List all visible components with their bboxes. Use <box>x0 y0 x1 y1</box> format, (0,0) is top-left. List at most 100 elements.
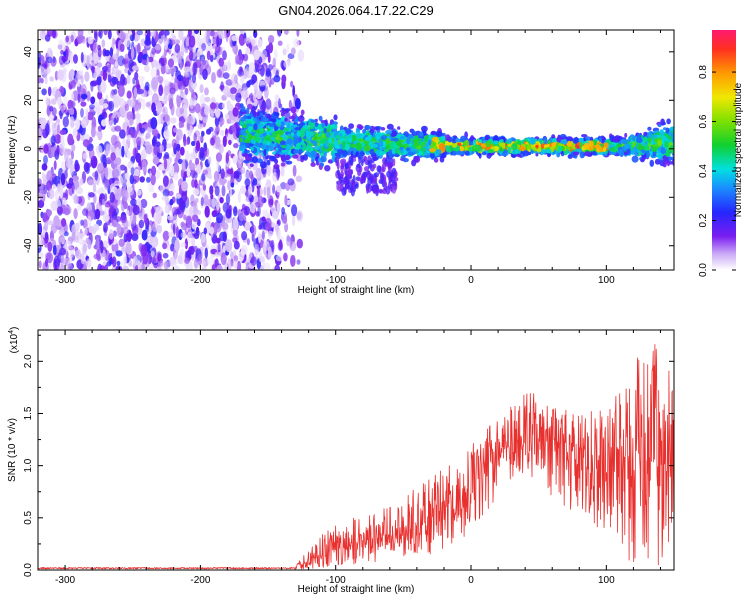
spectrogram-noise-mark <box>196 34 201 47</box>
spectrogram-noise-mark <box>262 49 268 61</box>
spectrogram-noise-mark <box>201 43 207 51</box>
spectrogram-noise-mark <box>38 127 43 141</box>
spectrogram-noise-mark <box>228 113 236 125</box>
spectrogram-noise-mark <box>153 212 159 223</box>
spectrogram-noise-mark <box>87 111 94 121</box>
chart-title: GN04.2026.064.17.22.C29 <box>278 3 433 18</box>
spectrogram-noise-mark <box>200 56 205 69</box>
spectrogram-noise-mark <box>286 43 290 54</box>
spectrogram-noise-mark <box>237 68 245 77</box>
spectrogram-noise-mark <box>104 179 110 190</box>
spectrogram-noise-mark <box>162 242 168 250</box>
spectrogram-signal-mark <box>535 152 539 157</box>
spectrogram-noise-mark <box>168 232 175 238</box>
spectrogram-signal-mark <box>364 125 372 130</box>
spectrogram-noise-mark <box>69 246 75 258</box>
spectrogram-noise-mark <box>64 240 72 251</box>
spectrogram-noise-mark <box>164 152 170 160</box>
spectrogram-noise-mark <box>236 260 242 270</box>
spectrogram-noise-mark <box>69 68 75 78</box>
spectrogram-noise-mark <box>155 62 162 70</box>
spectrogram-noise-mark <box>283 252 288 262</box>
spectrogram-noise-mark <box>97 162 105 174</box>
spectrogram-noise-mark <box>132 204 140 216</box>
spectrogram-noise-mark <box>59 247 67 256</box>
spectrogram-noise-mark <box>62 116 69 128</box>
spectrogram-noise-mark <box>245 206 250 215</box>
spectrogram-noise-mark <box>244 221 250 231</box>
spectrogram-noise-mark <box>150 250 155 257</box>
spectrogram-noise-mark <box>204 247 208 259</box>
spectrogram-noise-mark <box>41 88 47 96</box>
spectrogram-noise-mark <box>242 87 248 100</box>
spectrogram-noise-mark <box>179 146 185 156</box>
spectrogram-noise-mark <box>296 30 300 37</box>
spectrogram-noise-mark <box>45 258 48 268</box>
spectrogram-noise-mark <box>175 193 182 199</box>
spectrogram-noise-mark <box>47 86 52 97</box>
spectrogram-noise-mark <box>81 244 88 254</box>
spectrogram-noise-mark <box>75 118 80 130</box>
spectrogram-noise-mark <box>199 84 204 94</box>
spectrogram-noise-mark <box>140 38 146 47</box>
spectrogram-noise-mark <box>192 83 197 91</box>
spectrogram-noise-mark <box>211 72 216 84</box>
spectrogram-noise-mark <box>216 69 222 78</box>
spectrogram-noise-mark <box>190 153 195 160</box>
spectrogram-noise-mark <box>200 196 204 207</box>
spectrogram-noise-mark <box>59 129 66 135</box>
spectrogram-noise-mark <box>266 186 271 200</box>
spectrogram-noise-mark <box>225 208 232 219</box>
spectrogram-noise-mark <box>152 156 160 165</box>
spectrogram-noise-mark <box>267 53 271 63</box>
spectrogram-noise-mark <box>101 119 107 127</box>
spectrogram-noise-mark <box>173 171 179 181</box>
spectrogram-noise-mark <box>111 76 119 85</box>
spectrogram-noise-mark <box>124 143 128 153</box>
spectrogram-signal-mark <box>579 151 585 159</box>
spectrogram-noise-mark <box>104 49 111 57</box>
spectrogram-noise-mark <box>137 97 143 103</box>
spectrogram-noise-mark <box>255 167 262 179</box>
spectrogram-noise-mark <box>232 155 238 164</box>
spectrogram-noise-mark <box>284 194 288 206</box>
spectrogram-noise-mark <box>206 50 211 61</box>
spectrogram-noise-mark <box>87 36 94 45</box>
spectrogram-noise-mark <box>84 71 90 82</box>
spectrogram-noise-mark <box>43 144 49 154</box>
spectrogram-noise-mark <box>164 125 169 137</box>
spectrogram-noise-mark <box>228 139 232 146</box>
spectrogram-noise-mark <box>123 254 127 267</box>
spectrogram-noise-mark <box>219 129 225 137</box>
spectrogram-noise-mark <box>70 80 76 89</box>
spectrogram-noise-mark <box>147 30 151 39</box>
spectrogram-noise-mark <box>158 38 163 45</box>
spectrogram-noise-mark <box>53 215 60 227</box>
spectrogram-noise-mark <box>145 144 153 155</box>
spectrogram-noise-mark <box>220 81 224 92</box>
spectrogram-signal-mark <box>610 151 616 155</box>
spectrogram-signal-mark <box>591 151 597 155</box>
spectrogram-noise-mark <box>274 223 280 232</box>
spectrogram-noise-mark <box>294 98 301 110</box>
spectrogram-noise-mark <box>143 213 148 224</box>
spectrogram-noise-mark <box>97 91 103 100</box>
spectrogram-noise-mark <box>243 53 249 62</box>
spectrogram-noise-mark <box>261 216 266 222</box>
spectrogram-noise-mark <box>58 147 63 155</box>
spectrogram-noise-mark <box>103 30 108 36</box>
spectrogram-noise-mark <box>273 66 277 74</box>
spectrogram-noise-mark <box>118 238 125 247</box>
spectrogram-noise-mark <box>60 252 66 265</box>
spectrogram-noise-mark <box>136 136 142 146</box>
spectrogram-noise-mark <box>250 38 256 46</box>
spectrogram-noise-mark <box>116 80 122 86</box>
spectrogram-noise-mark <box>162 230 170 241</box>
spectrogram-noise-mark <box>151 256 156 265</box>
spectrogram-signal-mark <box>254 112 261 117</box>
spectrogram-noise-mark <box>58 229 65 236</box>
spectrogram-noise-mark <box>222 50 227 61</box>
spectrogram-signal-mark <box>414 155 421 163</box>
spectrogram-noise-mark <box>205 35 209 44</box>
spectrogram-noise-mark <box>128 188 134 196</box>
